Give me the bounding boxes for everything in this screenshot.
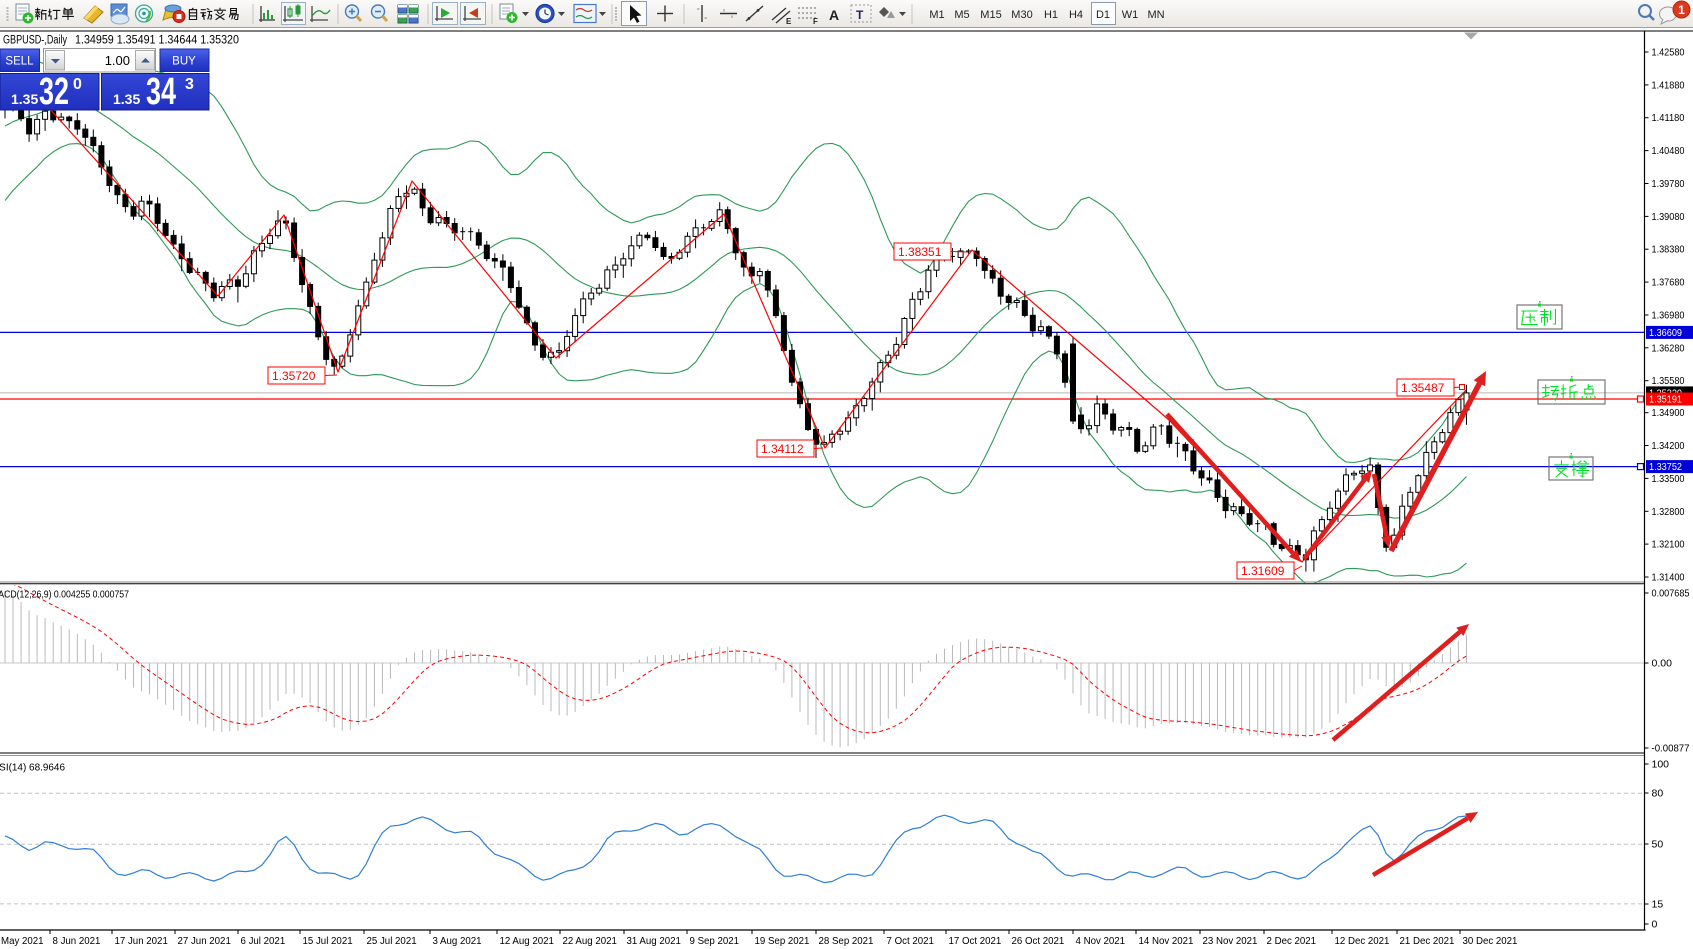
svg-text:MACD(12,26,9) 0.004255 0.00075: MACD(12,26,9) 0.004255 0.000757 (0, 589, 129, 601)
svg-text:M1: M1 (929, 9, 944, 21)
svg-text:1.35580: 1.35580 (1652, 375, 1685, 387)
svg-text:GBPUSD-,Daily: GBPUSD-,Daily (3, 35, 67, 47)
svg-text:MN: MN (1147, 9, 1164, 21)
svg-text:M15: M15 (980, 9, 1001, 21)
svg-text:1.35720: 1.35720 (272, 369, 316, 383)
svg-text:1.40480: 1.40480 (1652, 145, 1685, 157)
svg-text:100: 100 (1652, 759, 1670, 771)
svg-text:28 Sep 2021: 28 Sep 2021 (819, 936, 874, 947)
svg-text:1.41880: 1.41880 (1652, 79, 1685, 91)
svg-text:T: T (856, 8, 864, 22)
svg-text:15: 15 (1652, 899, 1664, 911)
svg-text:12 Dec 2021: 12 Dec 2021 (1335, 936, 1390, 947)
svg-text:9 Sep 2021: 9 Sep 2021 (690, 936, 740, 947)
svg-text:4 Nov 2021: 4 Nov 2021 (1076, 936, 1126, 947)
svg-text:1.36280: 1.36280 (1652, 342, 1685, 354)
svg-text:1.34900: 1.34900 (1652, 407, 1685, 419)
svg-text:17 Jun 2021: 17 Jun 2021 (115, 936, 168, 947)
svg-text:2 Dec 2021: 2 Dec 2021 (1267, 936, 1317, 947)
svg-text:1.36609: 1.36609 (1649, 327, 1682, 339)
svg-text:25 Jul 2021: 25 Jul 2021 (367, 936, 417, 947)
svg-text:H4: H4 (1069, 9, 1083, 21)
svg-text:-0.00877: -0.00877 (1652, 743, 1690, 755)
svg-text:0: 0 (1652, 919, 1658, 931)
svg-text:1: 1 (1678, 3, 1685, 17)
svg-text:27 Jun 2021: 27 Jun 2021 (178, 936, 231, 947)
svg-text:1.39780: 1.39780 (1652, 178, 1685, 190)
svg-text:1.39080: 1.39080 (1652, 211, 1685, 223)
svg-text:F: F (813, 17, 818, 26)
svg-text:6 Jul 2021: 6 Jul 2021 (241, 936, 286, 947)
svg-text:17 Oct 2021: 17 Oct 2021 (949, 936, 1002, 947)
svg-text:May 2021: May 2021 (1, 936, 44, 947)
svg-text:1.35: 1.35 (11, 91, 38, 107)
svg-text:32: 32 (39, 71, 69, 113)
svg-text:H1: H1 (1044, 9, 1058, 21)
svg-text:7 Oct 2021: 7 Oct 2021 (887, 936, 934, 947)
svg-text:50: 50 (1652, 839, 1664, 851)
svg-text:15 Jul 2021: 15 Jul 2021 (303, 936, 353, 947)
svg-text:31 Aug 2021: 31 Aug 2021 (627, 936, 681, 947)
svg-text:M30: M30 (1011, 9, 1032, 21)
svg-text:1.37680: 1.37680 (1652, 277, 1685, 289)
svg-text:1.38351: 1.38351 (898, 245, 942, 259)
svg-text:M5: M5 (954, 9, 969, 21)
svg-text:1.00: 1.00 (105, 53, 130, 68)
svg-text:1.33500: 1.33500 (1652, 473, 1685, 485)
svg-text:26 Oct 2021: 26 Oct 2021 (1012, 936, 1065, 947)
svg-text:0.007685: 0.007685 (1652, 588, 1690, 600)
svg-text:14 Nov 2021: 14 Nov 2021 (1139, 936, 1194, 947)
svg-text:1.34200: 1.34200 (1652, 440, 1685, 452)
svg-text:1.35487: 1.35487 (1401, 381, 1445, 395)
svg-text:0.00: 0.00 (1652, 658, 1673, 670)
svg-text:1.33752: 1.33752 (1649, 461, 1682, 473)
svg-text:19 Sep 2021: 19 Sep 2021 (755, 936, 810, 947)
svg-text:1.31400: 1.31400 (1652, 572, 1685, 584)
svg-text:3 Aug 2021: 3 Aug 2021 (433, 936, 482, 947)
svg-text:1.36980: 1.36980 (1652, 310, 1685, 322)
svg-text:1.31609: 1.31609 (1241, 564, 1285, 578)
svg-text:1.35191: 1.35191 (1649, 394, 1682, 406)
svg-text:30 Dec 2021: 30 Dec 2021 (1463, 936, 1518, 947)
svg-text:SELL: SELL (5, 56, 34, 68)
svg-text:1.32100: 1.32100 (1652, 539, 1685, 551)
svg-text:1.32800: 1.32800 (1652, 506, 1685, 518)
svg-text:1.34112: 1.34112 (761, 442, 804, 456)
svg-text:1.35: 1.35 (113, 91, 140, 107)
svg-text:3: 3 (185, 76, 194, 93)
svg-text:1.38380: 1.38380 (1652, 244, 1685, 256)
svg-text:1.42580: 1.42580 (1652, 47, 1685, 59)
svg-text:21 Dec 2021: 21 Dec 2021 (1400, 936, 1455, 947)
svg-text:1.41180: 1.41180 (1652, 112, 1685, 124)
svg-text:34: 34 (146, 71, 176, 113)
svg-text:0: 0 (73, 76, 82, 93)
svg-text:BUY: BUY (172, 56, 196, 68)
svg-text:8 Jun 2021: 8 Jun 2021 (53, 936, 101, 947)
svg-text:1.34959 1.35491 1.34644 1.3532: 1.34959 1.35491 1.34644 1.35320 (75, 35, 239, 47)
svg-text:A: A (829, 7, 839, 23)
svg-text:RSI(14) 68.9646: RSI(14) 68.9646 (0, 762, 65, 774)
svg-text:12 Aug 2021: 12 Aug 2021 (500, 936, 554, 947)
svg-text:22 Aug 2021: 22 Aug 2021 (563, 936, 617, 947)
svg-text:23 Nov 2021: 23 Nov 2021 (1203, 936, 1258, 947)
svg-text:80: 80 (1652, 788, 1664, 800)
svg-text:E: E (786, 17, 792, 26)
svg-text:W1: W1 (1122, 9, 1139, 21)
svg-text:D1: D1 (1096, 9, 1110, 21)
